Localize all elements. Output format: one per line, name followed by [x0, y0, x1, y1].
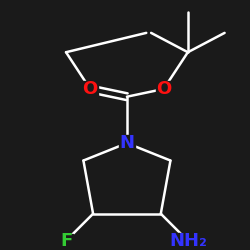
- Text: N: N: [120, 134, 134, 152]
- Text: O: O: [156, 80, 171, 98]
- Text: F: F: [60, 232, 72, 250]
- Bar: [119, 136, 135, 151]
- Text: O: O: [82, 80, 98, 98]
- Text: NH₂: NH₂: [169, 232, 207, 250]
- Bar: [82, 81, 98, 97]
- Bar: [59, 234, 73, 247]
- Bar: [156, 81, 172, 97]
- Bar: [173, 233, 202, 248]
